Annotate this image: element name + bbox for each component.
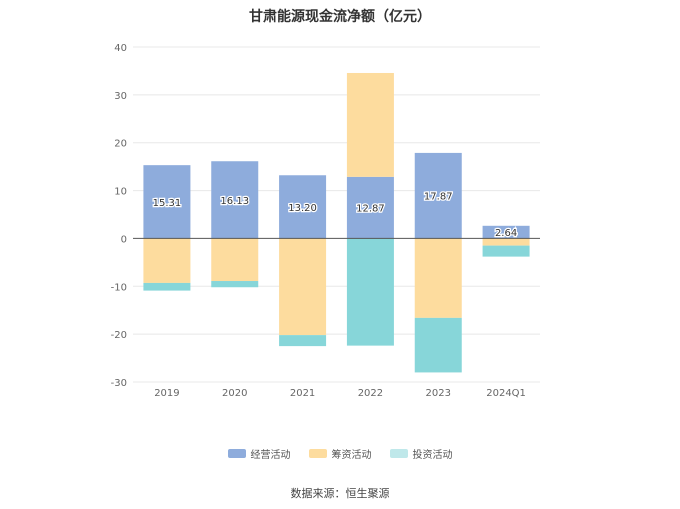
bar-financing-2023[interactable] xyxy=(414,238,462,318)
legend-swatch-financing xyxy=(308,449,327,458)
grid-lines xyxy=(133,46,540,383)
bar-investing-2020[interactable] xyxy=(211,281,259,288)
bar-financing-2024Q1[interactable] xyxy=(482,238,530,246)
x-tick-label: 2024Q1 xyxy=(486,388,526,399)
x-tick-label: 2022 xyxy=(358,388,383,399)
bar-financing-2020[interactable] xyxy=(211,238,259,282)
source-note: 数据来源：恒生聚源 xyxy=(290,487,390,500)
bar-operating-2019[interactable] xyxy=(143,165,191,239)
legend-item-operating[interactable]: 经营活动 xyxy=(227,446,291,461)
legend-swatch-investing xyxy=(389,449,408,458)
x-tick-label: 2020 xyxy=(222,388,247,399)
bar-investing-2021[interactable] xyxy=(279,335,327,347)
bar-investing-2023[interactable] xyxy=(414,317,462,373)
legend: 经营活动 筹资活动 投资活动 xyxy=(0,446,680,461)
bar-financing-2019[interactable] xyxy=(143,238,191,283)
x-tick-label: 2019 xyxy=(154,388,179,399)
legend-item-investing[interactable]: 投资活动 xyxy=(389,446,453,461)
x-axis-ticks: 2019 2020 2021 2022 2023 2024Q1 xyxy=(154,388,526,399)
bar-financing-2022[interactable] xyxy=(346,72,394,177)
data-label-2020: 16.13 xyxy=(220,196,249,207)
bars xyxy=(143,72,530,373)
bar-operating-2023[interactable] xyxy=(414,152,462,239)
bar-operating-2024Q1[interactable] xyxy=(482,225,530,239)
bar-investing-2022[interactable] xyxy=(346,238,394,346)
bar-financing-2021[interactable] xyxy=(279,238,327,336)
x-tick-label: 2023 xyxy=(426,388,451,399)
data-label-2023: 17.87 xyxy=(424,192,453,203)
y-tick-label: 20 xyxy=(114,139,127,150)
bar-investing-2019[interactable] xyxy=(143,282,191,291)
y-axis-ticks: 40 30 20 10 0 -10 -20 -30 xyxy=(111,43,127,389)
bar-operating-2020[interactable] xyxy=(211,161,259,239)
data-label-2021: 13.20 xyxy=(288,203,317,214)
data-label-2022: 12.87 xyxy=(356,204,385,215)
y-tick-label: -20 xyxy=(111,330,127,341)
legend-label-operating: 经营活动 xyxy=(250,450,291,461)
data-label-2024Q1: 2.64 xyxy=(495,228,517,239)
bar-investing-2024Q1[interactable] xyxy=(482,245,530,257)
data-label-2019: 15.31 xyxy=(153,198,182,209)
chart-title: 甘肃能源现金流净额（亿元） xyxy=(249,9,431,25)
legend-item-financing[interactable]: 筹资活动 xyxy=(308,446,372,461)
y-tick-label: -30 xyxy=(111,378,127,389)
bar-operating-2021[interactable] xyxy=(279,175,327,239)
data-labels: 15.31 16.13 13.20 12.87 17.87 2.64 xyxy=(151,190,518,240)
x-tick-label: 2021 xyxy=(290,388,315,399)
y-tick-label: -10 xyxy=(111,282,127,293)
y-tick-label: 30 xyxy=(114,91,127,102)
bar-operating-2022[interactable] xyxy=(346,176,394,239)
y-tick-label: 40 xyxy=(114,43,127,54)
y-tick-label: 10 xyxy=(114,187,127,198)
legend-label-financing: 筹资活动 xyxy=(331,450,372,461)
legend-label-investing: 投资活动 xyxy=(412,450,453,461)
y-tick-label: 0 xyxy=(121,234,127,245)
legend-swatch-operating xyxy=(227,449,246,458)
